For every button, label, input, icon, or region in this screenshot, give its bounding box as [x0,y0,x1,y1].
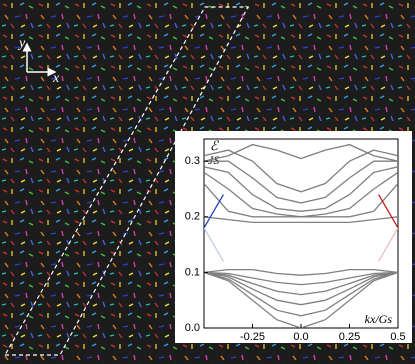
band-line [204,160,398,204]
x-axis-label: kx/Gs [365,312,393,326]
band-line [204,194,224,229]
band-line [204,271,398,317]
y-tick-label: 0.1 [185,266,200,278]
band-line [204,171,398,218]
y-tick-label: 0.2 [185,211,200,223]
band-line [204,268,398,276]
x-tick-label: -0.25 [240,331,265,343]
inset-background [175,131,412,343]
axis-label: y [17,36,26,51]
band-line [378,194,398,229]
axis-label: x [52,71,60,86]
band-line [204,271,398,286]
band-line [378,227,398,262]
band-line [204,216,398,224]
band-line [204,271,398,296]
y-tick-label: 0.3 [185,155,200,167]
unit-strip [3,6,250,356]
y-axis-label: ℰ [210,138,219,153]
band-line [204,271,398,328]
band-line [204,166,398,212]
plot-area [204,143,398,328]
band-line [204,149,398,193]
x-tick-label: 0.25 [339,331,360,343]
band-line [204,227,224,262]
y-axis-label: JS [208,153,219,167]
x-tick-label: 0.0 [293,331,308,343]
y-tick-label: 0.0 [185,322,200,334]
x-tick-label: 0.5 [390,331,405,343]
band-line [204,143,398,162]
band-line [204,271,398,306]
